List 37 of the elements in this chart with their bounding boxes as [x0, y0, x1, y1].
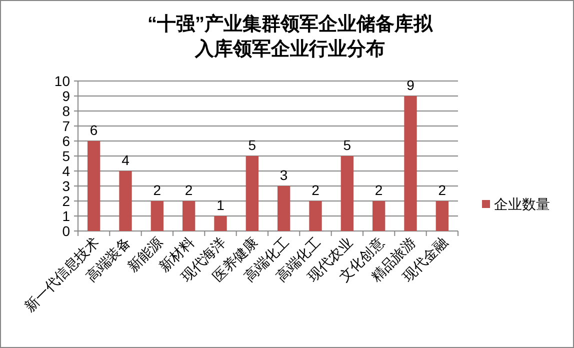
y-tick-label: 5	[62, 148, 70, 164]
data-label: 3	[280, 167, 288, 183]
data-label: 6	[90, 122, 98, 138]
data-label: 5	[343, 137, 352, 153]
data-label: 9	[406, 77, 415, 93]
chart-title: “十强”产业集群领军企业储备库拟入库领军企业行业分布	[148, 13, 434, 60]
y-tick-label: 7	[62, 118, 70, 134]
bar	[278, 186, 290, 231]
data-label: 2	[184, 182, 193, 198]
data-label: 2	[153, 182, 162, 198]
bar	[340, 156, 354, 231]
y-tick-label: 3	[62, 178, 70, 194]
bar	[88, 141, 100, 231]
y-tick-label: 4	[62, 163, 70, 179]
data-label: 1	[216, 197, 225, 213]
data-label: 5	[248, 137, 256, 153]
bar	[309, 201, 322, 231]
bar	[372, 201, 386, 231]
data-label: 2	[312, 182, 320, 198]
y-tick-label: 6	[62, 133, 70, 149]
y-tick-label: 9	[62, 88, 70, 104]
bar	[119, 171, 132, 231]
bar	[404, 96, 417, 231]
bar	[246, 156, 258, 231]
bar	[214, 216, 227, 231]
y-tick-label: 2	[62, 193, 70, 209]
y-tick-label: 8	[62, 103, 70, 119]
y-tick-label: 1	[62, 208, 70, 224]
data-label: 4	[122, 152, 130, 168]
y-tick-label: 10	[54, 73, 70, 89]
legend-label: 企业数量	[494, 196, 550, 212]
y-tick-label: 0	[62, 223, 70, 239]
data-label: 2	[374, 182, 383, 198]
data-label: 2	[438, 182, 446, 198]
bar	[182, 201, 196, 231]
bar	[150, 201, 164, 231]
bar	[436, 201, 448, 231]
